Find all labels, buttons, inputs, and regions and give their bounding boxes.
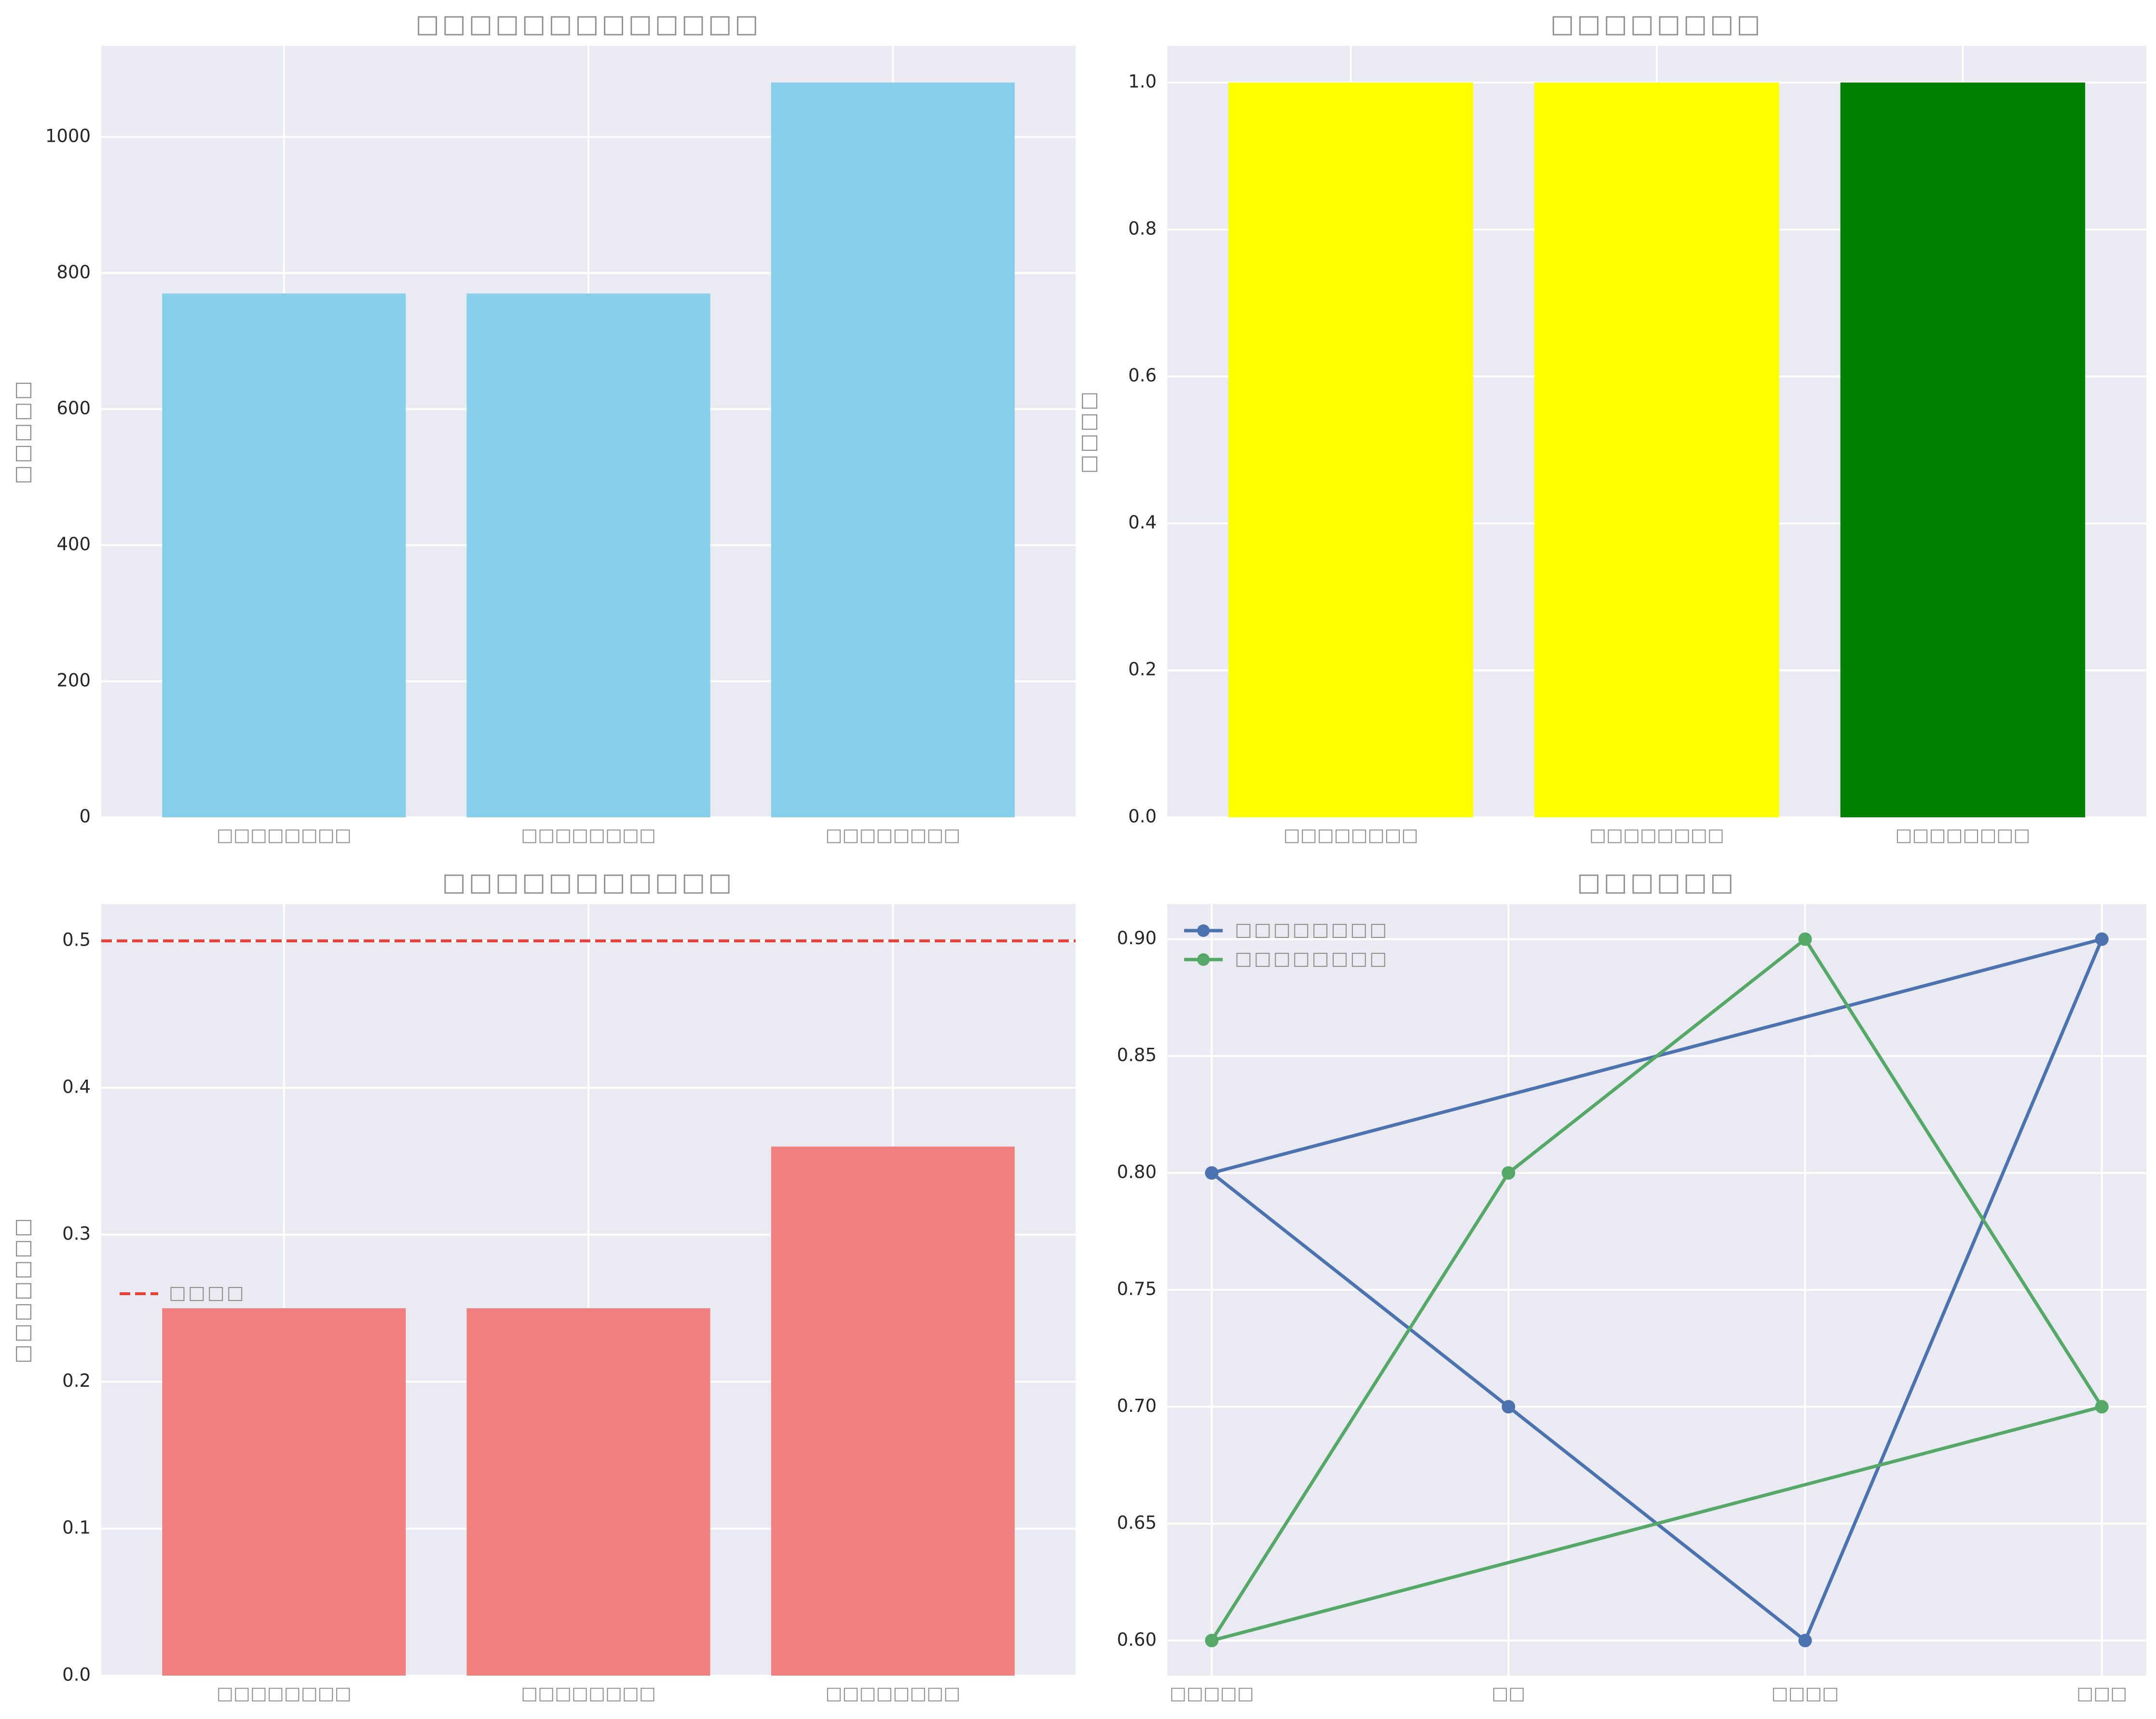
x-tick-label: □□□□□□□□ bbox=[825, 825, 960, 845]
y-tick-label: 0 bbox=[79, 806, 91, 827]
x-tick-label: □□□□□□□□ bbox=[825, 1683, 960, 1704]
legend-label: □□□□□□□□ bbox=[1235, 919, 1389, 940]
data-point bbox=[1501, 1166, 1515, 1180]
bar bbox=[1228, 82, 1474, 818]
x-tick-label: □□□□□□□□ bbox=[521, 1683, 656, 1704]
y-axis-label: □□□□□□□ bbox=[10, 1216, 34, 1364]
y-tick-label: 0.4 bbox=[62, 1076, 91, 1097]
y-tick-label: 0.2 bbox=[62, 1370, 91, 1391]
y-tick-label: 400 bbox=[56, 534, 91, 555]
x-tick-label: □□□□□□□□ bbox=[1896, 825, 2031, 845]
data-point bbox=[1798, 1634, 1812, 1648]
y-tick-label: 1000 bbox=[45, 126, 91, 147]
bar bbox=[771, 1146, 1015, 1676]
x-tick-label: □□□□□□□□ bbox=[217, 1683, 352, 1704]
data-point bbox=[1501, 1400, 1515, 1414]
legend-marker bbox=[1197, 924, 1210, 937]
x-tick-label: □□□□□ bbox=[1170, 1683, 1254, 1704]
y-tick-label: 0.1 bbox=[62, 1517, 91, 1538]
y-tick-label: 0.2 bbox=[1128, 659, 1157, 680]
y-tick-label: 0.0 bbox=[1128, 806, 1157, 827]
bar bbox=[466, 293, 710, 817]
x-tick-label: □□□□□□□□ bbox=[521, 825, 656, 845]
legend: □□□□ bbox=[120, 1282, 246, 1303]
plot-area-br: 0.600.650.700.750.800.850.90□□□□□ □□ □□□□ □… bbox=[1117, 868, 2146, 1704]
y-tick-label: 0.3 bbox=[62, 1223, 91, 1244]
plot-area-bl: 0.00.10.20.30.40.5□□□□□□□□ □□□□□□□□ □□□□□□… bbox=[10, 868, 1076, 1704]
bar bbox=[466, 1308, 710, 1676]
plot-area-tr: 0.00.20.40.60.81.0□□□□□□□□ □□□□□□□□ □□□□□□… bbox=[1076, 10, 2146, 845]
legend: □□□□□□□□ □□□□□□□□ bbox=[1184, 919, 1389, 969]
y-tick-label: 0.4 bbox=[1128, 512, 1157, 533]
y-tick-label: 1.0 bbox=[1128, 71, 1157, 92]
data-point bbox=[2095, 1400, 2109, 1414]
chart-title: □□□□□□□□ bbox=[1550, 10, 1763, 39]
legend-label: □□□□ bbox=[169, 1282, 246, 1303]
x-tick-label: □□□□□□□□ bbox=[1283, 825, 1419, 845]
chart-title: □□□□□□□□□□□□□ bbox=[416, 10, 762, 39]
y-tick-label: 0.80 bbox=[1117, 1162, 1157, 1182]
y-tick-label: 0.0 bbox=[62, 1665, 91, 1685]
y-tick-label: 0.90 bbox=[1117, 928, 1157, 948]
x-tick-label: □□□ bbox=[2076, 1683, 2127, 1704]
bar bbox=[1840, 82, 2086, 818]
y-tick-label: 0.85 bbox=[1117, 1045, 1157, 1066]
x-tick-label: □□□□ bbox=[1772, 1683, 1839, 1704]
y-tick-label: 0.70 bbox=[1117, 1395, 1157, 1416]
y-axis-label: □□□□□ bbox=[10, 379, 34, 484]
y-tick-label: 0.75 bbox=[1117, 1279, 1157, 1299]
chart-title: □□□□□□□□□□□ bbox=[442, 868, 735, 897]
y-tick-label: 0.6 bbox=[1128, 365, 1157, 386]
y-tick-label: 200 bbox=[56, 670, 91, 690]
y-tick-label: 0.60 bbox=[1117, 1629, 1157, 1650]
y-axis-label: □□□□ bbox=[1076, 390, 1100, 474]
legend-marker bbox=[1197, 953, 1210, 966]
chart-title: □□□□□□ bbox=[1577, 868, 1737, 897]
y-tick-label: 0.8 bbox=[1128, 218, 1157, 239]
x-tick-label: □□□□□□□□ bbox=[217, 825, 352, 845]
data-point bbox=[1205, 1634, 1219, 1648]
y-tick-label: 800 bbox=[56, 262, 91, 283]
bar bbox=[1534, 82, 1779, 818]
data-point bbox=[2095, 932, 2109, 946]
bar bbox=[162, 1308, 406, 1676]
bar bbox=[162, 293, 406, 817]
x-tick-label: □□ bbox=[1491, 1683, 1525, 1704]
data-point bbox=[1798, 932, 1812, 946]
data-point bbox=[1205, 1166, 1219, 1180]
y-tick-label: 600 bbox=[56, 398, 91, 419]
y-tick-label: 0.5 bbox=[62, 930, 91, 950]
legend-label: □□□□□□□□ bbox=[1235, 948, 1389, 969]
x-tick-label: □□□□□□□□ bbox=[1589, 825, 1724, 845]
bar bbox=[771, 82, 1015, 818]
y-tick-label: 0.65 bbox=[1117, 1512, 1157, 1533]
